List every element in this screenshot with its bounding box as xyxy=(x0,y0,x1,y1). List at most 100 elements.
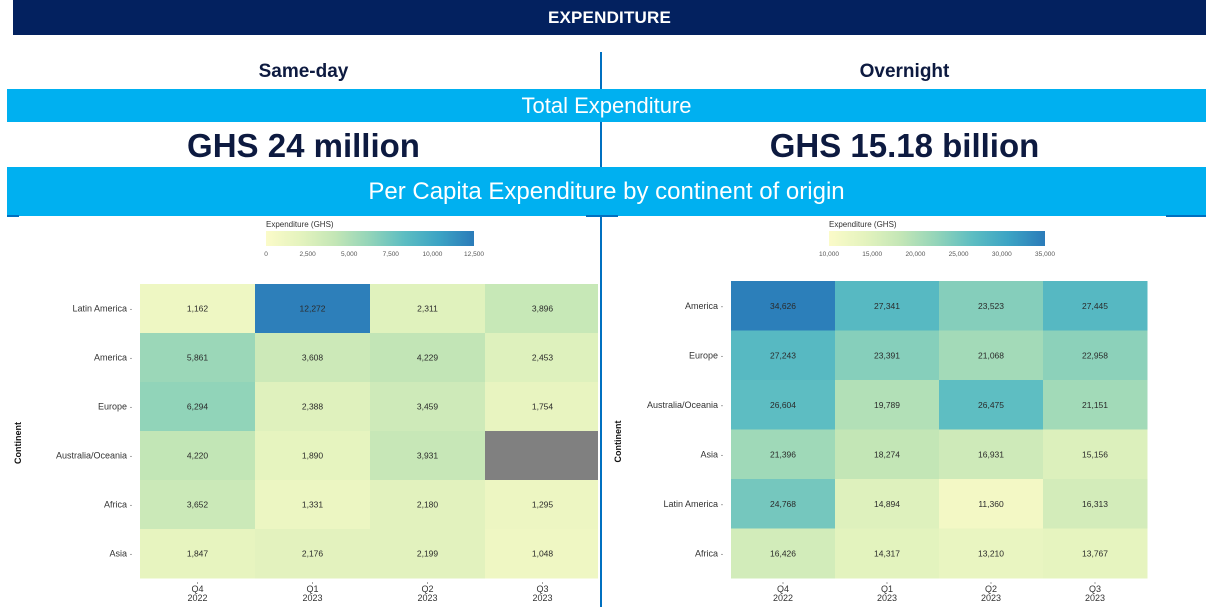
y-tick-mark: - xyxy=(130,403,133,412)
legend-tick-label: 35,000 xyxy=(1035,251,1055,258)
x-tick-label: Q2 xyxy=(985,584,997,594)
heatmap-cell xyxy=(939,479,1044,529)
heatmap-cell xyxy=(140,382,256,432)
heatmap-cell xyxy=(140,529,256,579)
cell-value-label: 26,475 xyxy=(978,400,1004,410)
heatmap-cell xyxy=(255,284,371,334)
cell-value-label: 4,229 xyxy=(417,353,439,363)
heatmap-cell xyxy=(485,480,598,530)
y-tick-mark: - xyxy=(721,351,724,360)
x-tick-label: 2023 xyxy=(981,593,1001,603)
heatmap-cell xyxy=(1043,528,1148,579)
heatmap-cell xyxy=(140,480,256,530)
y-tick-label: Europe xyxy=(689,350,718,360)
cell-value-label: 3,608 xyxy=(302,353,324,363)
heatmap-cell xyxy=(835,429,940,480)
legend-tick-label: 5,000 xyxy=(341,251,358,258)
total-same-day: GHS 24 million xyxy=(187,126,420,164)
heatmap-overnight: Expenditure (GHS) 10,000 15,000 20,000 25,00… xyxy=(613,220,1148,603)
cell-value-label: 2,199 xyxy=(417,549,439,559)
heatmap-cell xyxy=(255,529,371,579)
y-tick-label: America xyxy=(94,353,127,363)
cell-value-label: 1,754 xyxy=(532,402,554,412)
heatmap-cell xyxy=(140,333,256,383)
y-tick-mark: - xyxy=(721,549,724,558)
page-title: EXPENDITURE xyxy=(13,0,1206,35)
cell-value-label: 21,396 xyxy=(770,449,796,459)
heatmap-cell xyxy=(939,429,1044,480)
y-tick-mark: - xyxy=(721,500,724,509)
legend-tick-label: 2,500 xyxy=(299,251,316,258)
column-header-same-day: Same-day xyxy=(258,61,349,82)
cell-value-label: 3,459 xyxy=(417,402,439,412)
cell-value-label: 19,789 xyxy=(874,400,900,410)
x-tick-label: 2023 xyxy=(877,593,897,603)
x-tick-label: 2022 xyxy=(187,593,207,603)
y-tick-mark: - xyxy=(130,452,133,461)
legend-tick-label: 15,000 xyxy=(862,251,882,258)
heatmap-cell xyxy=(255,382,371,432)
cell-value-label: 23,391 xyxy=(874,350,900,360)
heatmap-cell xyxy=(140,284,256,334)
cell-value-label: 2,388 xyxy=(302,402,324,412)
cell-value-label: 11,360 xyxy=(978,499,1004,509)
cell-value-label: 27,445 xyxy=(1082,301,1108,311)
legend-colorbar xyxy=(266,231,474,246)
legend-tick-label: 10,000 xyxy=(422,251,442,258)
heatmap-cell xyxy=(485,284,598,334)
heatmap-cell xyxy=(731,528,836,579)
x-tick-label: Q3 xyxy=(536,584,548,594)
x-tick-label: 2023 xyxy=(532,593,552,603)
y-tick-mark: - xyxy=(721,450,724,459)
cell-value-label: 3,896 xyxy=(532,304,554,314)
column-divider xyxy=(600,216,602,607)
column-header-overnight: Overnight xyxy=(859,61,950,82)
cell-value-label: 12,272 xyxy=(300,304,326,314)
x-tick-label: Q3 xyxy=(1089,584,1101,594)
x-tick-label: 2022 xyxy=(773,593,793,603)
x-tick-label: 2023 xyxy=(417,593,437,603)
cell-value-label: 16,931 xyxy=(978,449,1004,459)
cell-value-label: 1,847 xyxy=(187,549,209,559)
legend-tick-label: 10,000 xyxy=(819,251,839,258)
y-tick-label: Asia xyxy=(109,549,127,559)
cell-value-label: 14,317 xyxy=(874,548,900,558)
x-tick-label: Q1 xyxy=(881,584,893,594)
cell-value-label: 3,652 xyxy=(187,500,209,510)
heatmap-cell xyxy=(731,429,836,480)
heatmap-cell xyxy=(835,330,940,381)
heatmap-cell xyxy=(255,333,371,383)
heatmap-cell xyxy=(835,380,940,430)
heatmap-cell xyxy=(370,333,486,383)
heatmap-cell xyxy=(485,333,598,383)
x-tick-label: 2023 xyxy=(302,593,322,603)
y-tick-label: Africa xyxy=(104,500,127,510)
cell-value-label: 4,220 xyxy=(187,451,209,461)
section-underline xyxy=(7,215,19,217)
cell-value-label: 1,048 xyxy=(532,549,554,559)
y-axis-title: Continent xyxy=(13,422,23,464)
heatmap-cell xyxy=(1043,330,1148,381)
cell-value-label: 13,210 xyxy=(978,548,1004,558)
y-tick-label: Africa xyxy=(695,548,718,558)
x-tick-label: Q1 xyxy=(306,584,318,594)
heatmap-cell xyxy=(485,529,598,579)
heatmap-cell xyxy=(370,382,486,432)
legend-title: Expenditure (GHS) xyxy=(266,220,334,229)
cell-value-label: 21,068 xyxy=(978,350,1004,360)
legend-tick-label: 20,000 xyxy=(905,251,925,258)
cell-value-label: 34,626 xyxy=(770,301,796,311)
y-tick-label: Asia xyxy=(700,449,718,459)
cell-value-label: 2,453 xyxy=(532,353,554,363)
y-tick-label: Latin America xyxy=(663,499,718,509)
heatmap-cell xyxy=(835,281,940,331)
heatmap-cell xyxy=(731,330,836,381)
cell-value-label: 15,156 xyxy=(1082,449,1108,459)
y-tick-mark: - xyxy=(721,401,724,410)
y-tick-mark: - xyxy=(130,501,133,510)
y-tick-label: Europe xyxy=(98,402,127,412)
y-axis-title: Continent xyxy=(613,421,623,463)
heatmap-cell xyxy=(255,431,371,481)
cell-value-label: 22,958 xyxy=(1082,350,1108,360)
heatmap-cell xyxy=(255,480,371,530)
